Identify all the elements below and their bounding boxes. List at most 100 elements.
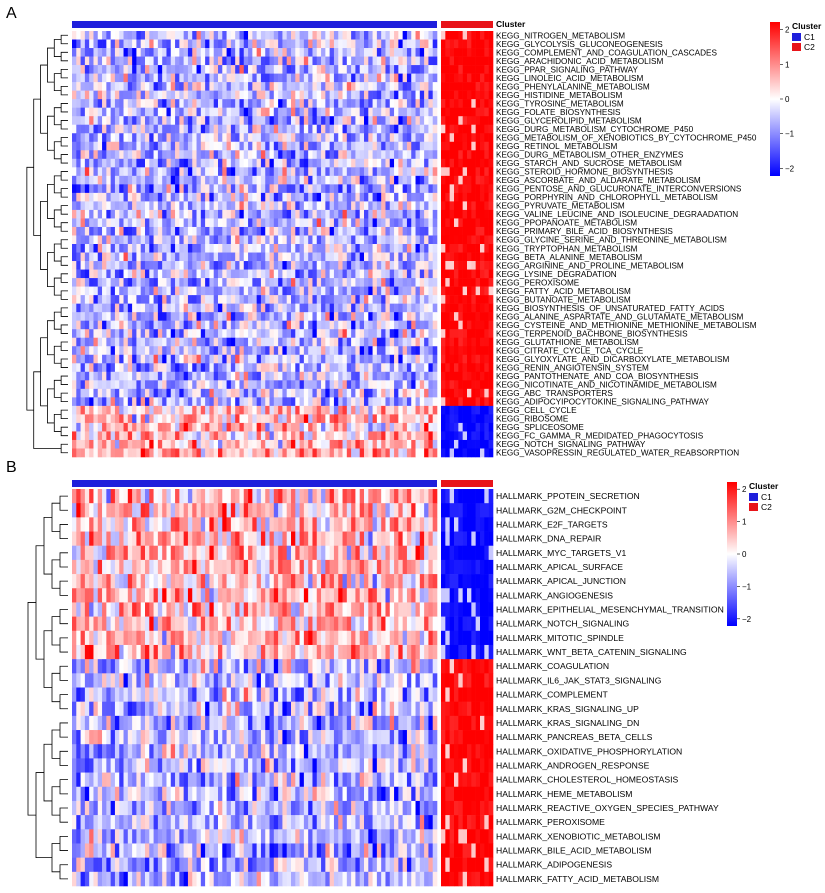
heatmap-cell [449, 329, 455, 339]
heatmap-cell [235, 320, 240, 330]
row-label: KEGG_RIBOSOME [496, 415, 569, 424]
heatmap-cell [93, 329, 99, 339]
heatmap-cell [342, 124, 348, 134]
heatmap-cell [432, 133, 438, 143]
heatmap-cell [93, 65, 99, 74]
heatmap-cell [278, 244, 283, 253]
heatmap-cell [398, 158, 403, 168]
heatmap-cell [76, 320, 81, 330]
heatmap-cell [226, 431, 232, 441]
heatmap-cell [467, 388, 472, 398]
heatmap-cell [308, 439, 313, 449]
heatmap-cell [132, 278, 137, 287]
heatmap-cell [282, 295, 287, 304]
heatmap-cell [200, 261, 206, 270]
heatmap-cell [368, 175, 373, 185]
heatmap-cell [235, 261, 240, 270]
heatmap-cell [265, 133, 270, 143]
heatmap-cell [406, 422, 412, 432]
heatmap-cell [402, 269, 408, 279]
heatmap-cell [282, 320, 287, 330]
heatmap-cell [291, 252, 296, 262]
heatmap-cell [200, 107, 206, 117]
heatmap-cell [376, 150, 382, 160]
heatmap-cell [449, 448, 455, 458]
heatmap-cell [295, 99, 300, 108]
heatmap-cell [291, 201, 296, 211]
heatmap-cell [312, 56, 318, 66]
heatmap-cell [411, 303, 416, 313]
heatmap-cell [76, 388, 81, 398]
heatmap-cell [406, 320, 412, 330]
heatmap-cell [80, 201, 86, 211]
heatmap-cell [402, 354, 408, 364]
heatmap-cell [411, 286, 416, 296]
heatmap-cell [458, 329, 463, 339]
heatmap-cell [333, 405, 339, 415]
heatmap-cell [398, 261, 403, 270]
heatmap-cell [187, 286, 193, 296]
row-label: KEGG_LYSINE_DEGRADATION [496, 270, 617, 279]
heatmap-cell [123, 295, 129, 304]
heatmap-cell [411, 295, 416, 304]
heatmap-cell [205, 124, 210, 134]
heatmap-cell [364, 218, 369, 228]
heatmap-cell [170, 346, 176, 356]
heatmap-cell [480, 405, 485, 415]
heatmap-cell [471, 371, 476, 381]
heatmap-cell [385, 124, 391, 134]
heatmap-cell [467, 337, 472, 347]
heatmap-cell [209, 141, 214, 151]
heatmap-cell [282, 380, 287, 390]
heatmap-cell [252, 226, 257, 236]
heatmap-cell [278, 90, 283, 100]
heatmap-cell [299, 56, 305, 66]
heatmap-cell [123, 116, 129, 126]
heatmap-cell [179, 82, 184, 91]
heatmap-cell [286, 48, 292, 57]
heatmap-cell [346, 175, 352, 185]
heatmap-cell [368, 90, 373, 100]
heatmap-cell [449, 150, 455, 160]
heatmap-cell [119, 56, 124, 66]
heatmap-cell [230, 48, 236, 57]
heatmap-cell [265, 337, 270, 347]
heatmap-cell [333, 73, 339, 83]
heatmap-cell [222, 397, 227, 407]
heatmap-cell [372, 388, 378, 398]
heatmap-cell [218, 380, 223, 390]
heatmap-cell [441, 363, 446, 373]
heatmap-cell [80, 99, 86, 108]
heatmap-cell [368, 107, 373, 117]
heatmap-cell [372, 278, 378, 287]
heatmap-cell [484, 286, 489, 296]
heatmap-cell [329, 158, 335, 168]
heatmap-cell [123, 388, 129, 398]
heatmap-cell [406, 141, 412, 151]
heatmap-cell [303, 312, 309, 321]
heatmap-cell [200, 388, 206, 398]
heatmap-cell [84, 175, 90, 185]
heatmap-cell [282, 107, 287, 117]
heatmap-cell [445, 252, 450, 262]
row-label: KEGG_GLYCEROLIPID_METABOLISM [496, 116, 642, 125]
heatmap-cell [218, 141, 223, 151]
heatmap-cell [406, 278, 412, 287]
heatmap-cell [291, 422, 296, 432]
heatmap-cell [209, 363, 214, 373]
heatmap-cell [183, 201, 189, 211]
heatmap-cell [471, 175, 476, 185]
heatmap-cell [226, 448, 232, 458]
heatmap-cell [484, 48, 489, 57]
heatmap-cell [200, 439, 206, 449]
heatmap-cell [273, 422, 279, 432]
heatmap-cell [89, 329, 94, 339]
heatmap-cell [252, 150, 257, 160]
heatmap-cell [265, 218, 270, 228]
heatmap-cell [303, 303, 309, 313]
heatmap-cell [389, 226, 395, 236]
heatmap-cell [419, 431, 425, 441]
heatmap-cell [351, 405, 356, 415]
heatmap-cell [394, 346, 399, 356]
heatmap-cell [123, 312, 129, 321]
